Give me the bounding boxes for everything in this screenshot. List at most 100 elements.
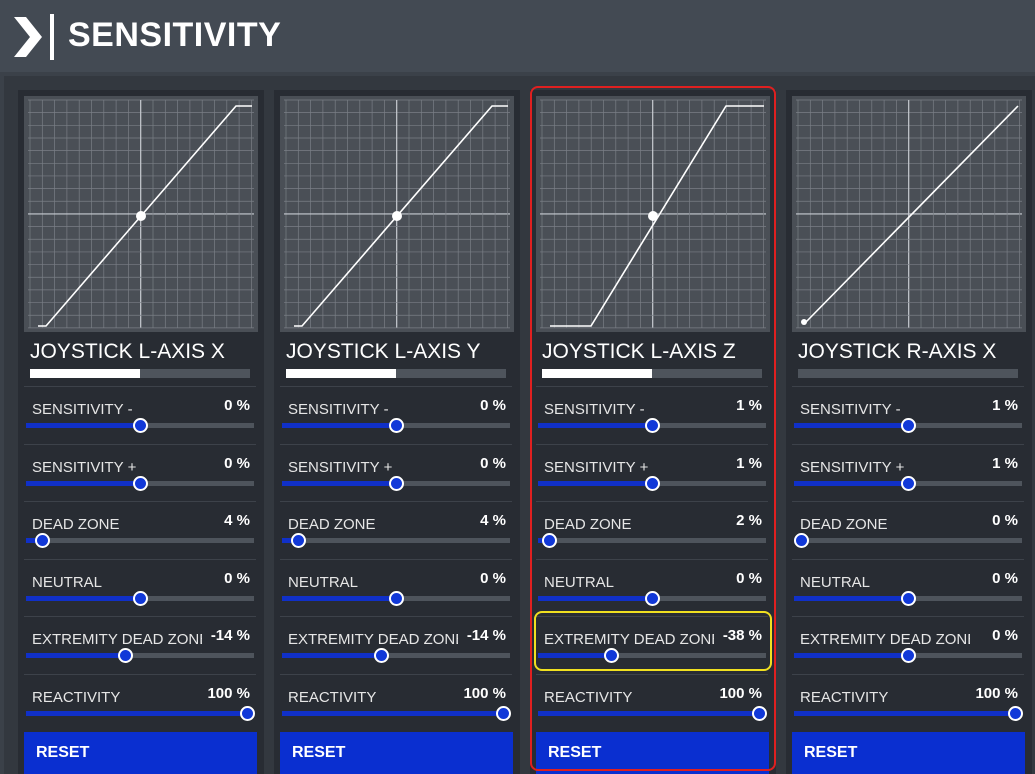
slider-handle[interactable] xyxy=(496,706,511,721)
setting-slider[interactable] xyxy=(538,418,766,433)
slider-handle[interactable] xyxy=(291,533,306,548)
setting-slider[interactable] xyxy=(794,706,1023,721)
page-title: SENSITIVITY xyxy=(68,16,282,54)
response-curve-svg xyxy=(796,99,1022,329)
setting-value: 1 % xyxy=(989,455,1018,472)
setting-sensitivity-minus: SENSITIVITY - 1 % xyxy=(536,386,768,442)
setting-slider[interactable] xyxy=(26,533,254,548)
axis-position-dot xyxy=(648,211,658,221)
setting-neutral: NEUTRAL 0 % xyxy=(792,559,1024,615)
setting-value: 0 % xyxy=(989,512,1018,529)
setting-value: -14 % xyxy=(207,627,250,644)
setting-slider[interactable] xyxy=(538,533,766,548)
setting-slider[interactable] xyxy=(26,591,254,606)
setting-label: DEAD ZONE xyxy=(32,516,120,533)
setting-slider[interactable] xyxy=(282,648,510,663)
slider-fill xyxy=(538,596,652,601)
response-curve-svg xyxy=(284,99,510,329)
setting-sensitivity-plus: SENSITIVITY + 0 % xyxy=(280,444,512,500)
setting-slider[interactable] xyxy=(794,476,1022,491)
reset-button[interactable]: RESET xyxy=(792,732,1025,774)
setting-slider[interactable] xyxy=(26,648,254,663)
setting-slider[interactable] xyxy=(26,476,254,491)
setting-slider[interactable] xyxy=(794,648,1022,663)
reset-button[interactable]: RESET xyxy=(280,732,513,774)
setting-slider[interactable] xyxy=(794,533,1022,548)
slider-handle[interactable] xyxy=(604,648,619,663)
slider-fill xyxy=(282,423,396,428)
setting-slider[interactable] xyxy=(538,706,767,721)
slider-fill xyxy=(538,481,652,486)
slider-handle[interactable] xyxy=(389,418,404,433)
slider-handle[interactable] xyxy=(374,648,389,663)
slider-fill xyxy=(282,481,396,486)
setting-value: 100 % xyxy=(716,685,762,702)
setting-value: -38 % xyxy=(719,627,762,644)
axis-input-bar-fill xyxy=(286,369,396,378)
setting-label: EXTREMITY DEAD ZONE xyxy=(544,631,714,648)
setting-sensitivity-plus: SENSITIVITY + 1 % xyxy=(792,444,1024,500)
setting-extremity-dead-zone: EXTREMITY DEAD ZONE 0 % xyxy=(792,616,1024,672)
setting-slider[interactable] xyxy=(282,533,510,548)
slider-handle[interactable] xyxy=(794,533,809,548)
setting-value: 4 % xyxy=(221,512,250,529)
slider-fill xyxy=(26,423,140,428)
setting-value: 0 % xyxy=(989,570,1018,587)
setting-label: NEUTRAL xyxy=(800,574,871,591)
setting-slider[interactable] xyxy=(538,476,766,491)
setting-value: 4 % xyxy=(477,512,506,529)
setting-neutral: NEUTRAL 0 % xyxy=(280,559,512,615)
slider-handle[interactable] xyxy=(389,476,404,491)
setting-extremity-dead-zone: EXTREMITY DEAD ZONE -14 % xyxy=(280,616,512,672)
setting-slider[interactable] xyxy=(26,706,255,721)
slider-handle[interactable] xyxy=(542,533,557,548)
setting-value: 1 % xyxy=(989,397,1018,414)
axis-panel-l-axis-y: JOYSTICK L-AXIS Y SENSITIVITY -0 % SENSITI… xyxy=(274,90,520,774)
slider-handle[interactable] xyxy=(1008,706,1023,721)
reset-button[interactable]: RESET xyxy=(24,732,257,774)
setting-sensitivity-minus: SENSITIVITY - 0 % xyxy=(24,386,256,442)
slider-handle[interactable] xyxy=(645,591,660,606)
slider-handle[interactable] xyxy=(133,476,148,491)
setting-label: NEUTRAL xyxy=(32,574,103,591)
header-bar: SENSITIVITY xyxy=(0,0,1035,72)
axis-position-dot xyxy=(801,319,807,325)
axis-position-dot xyxy=(392,211,402,221)
response-curve-graph xyxy=(536,96,770,332)
slider-fill xyxy=(794,481,908,486)
reset-button[interactable]: RESET xyxy=(536,732,769,774)
slider-handle[interactable] xyxy=(133,591,148,606)
setting-slider[interactable] xyxy=(282,476,510,491)
slider-handle[interactable] xyxy=(645,418,660,433)
slider-handle[interactable] xyxy=(240,706,255,721)
slider-handle[interactable] xyxy=(901,648,916,663)
setting-value: 100 % xyxy=(972,685,1018,702)
slider-handle[interactable] xyxy=(901,591,916,606)
slider-fill xyxy=(26,596,140,601)
slider-handle[interactable] xyxy=(133,418,148,433)
slider-handle[interactable] xyxy=(389,591,404,606)
slider-handle[interactable] xyxy=(118,648,133,663)
slider-handle[interactable] xyxy=(901,476,916,491)
axis-panel-r-axis-x: JOYSTICK R-AXIS X SENSITIVITY -1 % SENSITI… xyxy=(786,90,1032,774)
setting-slider[interactable] xyxy=(282,591,510,606)
setting-reactivity: REACTIVITY 100 % xyxy=(536,674,768,730)
setting-slider[interactable] xyxy=(538,591,766,606)
setting-label: NEUTRAL xyxy=(288,574,359,591)
setting-neutral: NEUTRAL 0 % xyxy=(536,559,768,615)
setting-slider[interactable] xyxy=(282,706,511,721)
setting-label: SENSITIVITY - xyxy=(544,401,645,418)
axis-panel-l-axis-x: JOYSTICK L-AXIS X SENSITIVITY -0 % SENSITI… xyxy=(18,90,264,774)
setting-label: SENSITIVITY - xyxy=(288,401,389,418)
setting-value: 0 % xyxy=(989,627,1018,644)
setting-slider[interactable] xyxy=(282,418,510,433)
setting-value: 0 % xyxy=(221,397,250,414)
setting-slider[interactable] xyxy=(26,418,254,433)
setting-slider[interactable] xyxy=(794,418,1022,433)
slider-handle[interactable] xyxy=(35,533,50,548)
slider-handle[interactable] xyxy=(901,418,916,433)
slider-handle[interactable] xyxy=(752,706,767,721)
setting-slider[interactable] xyxy=(794,591,1022,606)
slider-handle[interactable] xyxy=(645,476,660,491)
setting-slider[interactable] xyxy=(538,648,766,663)
